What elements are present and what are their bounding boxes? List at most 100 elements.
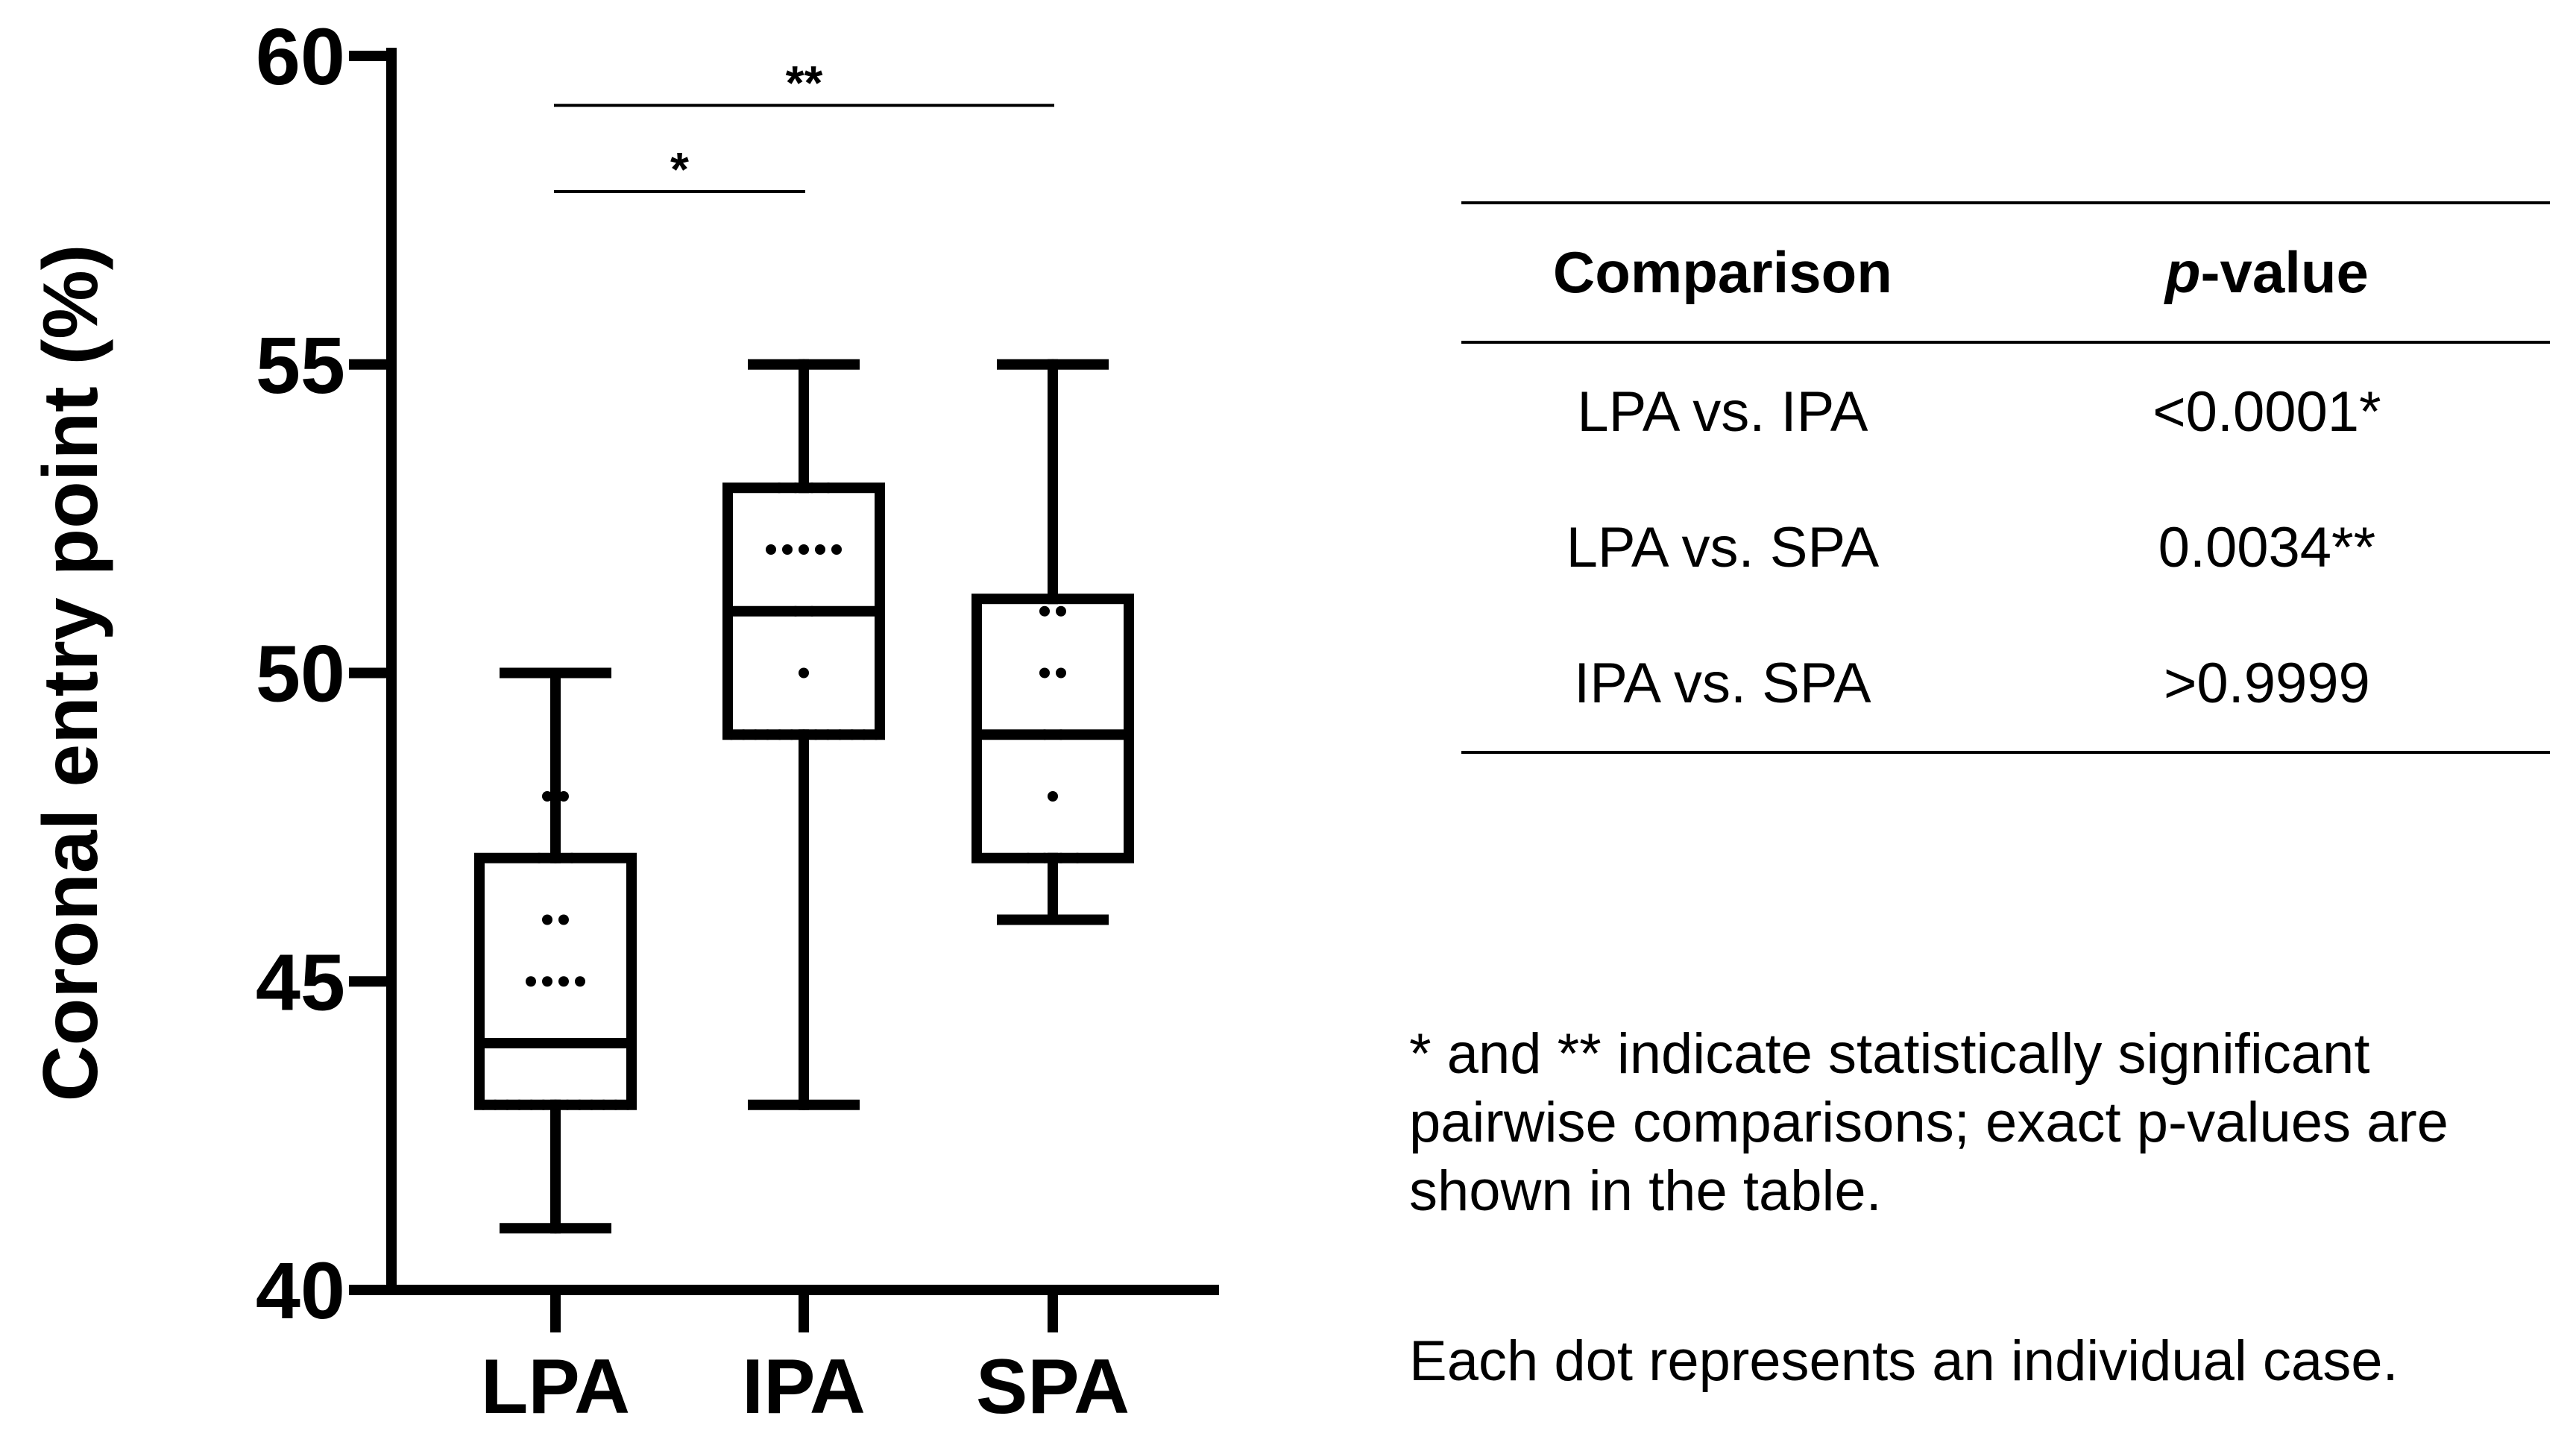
p-value-table: Comparison p-value LPA vs. IPA <0.0001* … <box>1461 201 2550 754</box>
header-p-italic: p <box>2164 239 2201 305</box>
data-point <box>558 976 569 987</box>
table-row: LPA vs. IPA <0.0001* <box>1461 342 2550 479</box>
data-point <box>1048 359 1058 370</box>
comparison-cell: LPA vs. IPA <box>1577 380 1868 444</box>
data-point <box>502 1099 513 1110</box>
data-point <box>774 729 785 740</box>
data-point <box>750 729 761 740</box>
dots-note: Each dot represents an individual case. <box>1409 1329 2399 1393</box>
data-point <box>790 482 801 494</box>
data-point <box>799 1099 809 1110</box>
y-tick-label: 60 <box>256 11 345 101</box>
data-point <box>550 667 561 679</box>
data-point <box>871 729 881 740</box>
comparison-cell: IPA vs. SPA <box>1574 651 1871 715</box>
data-point <box>799 544 809 555</box>
table-row: LPA vs. SPA 0.0034** <box>1461 479 2550 615</box>
data-point <box>823 482 834 494</box>
data-point <box>726 729 737 740</box>
data-point <box>1056 605 1066 617</box>
data-point <box>1039 667 1050 679</box>
data-point <box>1048 791 1058 802</box>
data-point <box>490 1099 501 1110</box>
data-point <box>562 1099 573 1110</box>
p-value-cell: <0.0001* <box>2153 380 2381 444</box>
x-tick-label: LPA <box>481 1344 630 1430</box>
data-point <box>586 1099 597 1110</box>
y-tick-label: 50 <box>256 629 345 719</box>
data-point <box>799 976 809 987</box>
data-point <box>1056 667 1066 679</box>
data-point <box>550 1223 561 1234</box>
data-point <box>542 914 552 925</box>
data-point <box>807 605 817 617</box>
data-point <box>558 914 569 925</box>
data-point <box>550 852 561 863</box>
data-point <box>807 482 817 494</box>
data-point <box>575 976 585 987</box>
data-point <box>799 359 809 370</box>
p-value-cell: >0.9999 <box>2163 651 2370 715</box>
table-row: IPA vs. SPA >0.9999 <box>1461 615 2550 752</box>
data-point <box>526 976 536 987</box>
data-point <box>766 544 776 555</box>
data-point <box>567 852 577 863</box>
data-point <box>815 544 825 555</box>
data-point <box>762 729 773 740</box>
data-point <box>799 667 809 679</box>
data-point <box>534 852 544 863</box>
data-point <box>574 1099 585 1110</box>
y-tick-label: 45 <box>256 937 345 1027</box>
data-point <box>542 1038 552 1048</box>
data-point <box>858 729 869 740</box>
data-point <box>1039 729 1050 740</box>
data-point <box>1039 605 1050 617</box>
data-point <box>610 1099 621 1110</box>
data-point <box>598 1099 609 1110</box>
data-point <box>1048 914 1058 925</box>
x-tick-label: IPA <box>742 1344 866 1430</box>
data-point <box>550 1161 561 1172</box>
data-point <box>538 1099 549 1110</box>
table-header-row: Comparison p-value <box>1461 203 2550 342</box>
y-tick-label: 55 <box>256 320 345 410</box>
data-point <box>846 729 857 740</box>
data-point <box>799 729 809 740</box>
data-point <box>542 976 552 987</box>
data-point <box>1056 852 1066 863</box>
data-point <box>782 544 793 555</box>
data-point <box>526 1099 537 1110</box>
y-tick-label: 40 <box>256 1245 345 1335</box>
data-point <box>542 791 552 802</box>
box-lpa <box>474 852 637 1110</box>
data-point <box>1039 852 1050 863</box>
significance-note: * and ** indicate statistically signific… <box>1409 1022 2449 1223</box>
header-comparison: Comparison <box>1552 239 1892 305</box>
data-point <box>1023 852 1033 863</box>
header-p-rest: -value <box>2200 239 2369 305</box>
data-point <box>558 791 569 802</box>
data-point <box>790 605 801 617</box>
data-point <box>1056 729 1066 740</box>
data-point <box>550 1099 561 1110</box>
y-axis-title: Coronal entry point (%) <box>28 245 114 1102</box>
header-p-value: p-value <box>1984 203 2550 342</box>
data-point <box>514 1099 525 1110</box>
x-tick-label: SPA <box>976 1344 1130 1430</box>
significance-label: * <box>670 142 689 196</box>
data-point <box>738 729 749 740</box>
comparison-cell: LPA vs. SPA <box>1566 515 1880 579</box>
p-value-cell: 0.0034** <box>2158 515 2376 579</box>
box-spa <box>971 594 1134 863</box>
data-point <box>1072 852 1083 863</box>
data-point <box>810 729 822 740</box>
data-point <box>623 1099 633 1110</box>
data-point <box>831 544 842 555</box>
data-point <box>478 1099 488 1110</box>
significance-label: ** <box>786 56 823 110</box>
data-point <box>822 729 834 740</box>
data-point <box>786 729 797 740</box>
data-point <box>558 1038 569 1048</box>
data-point <box>774 482 784 494</box>
